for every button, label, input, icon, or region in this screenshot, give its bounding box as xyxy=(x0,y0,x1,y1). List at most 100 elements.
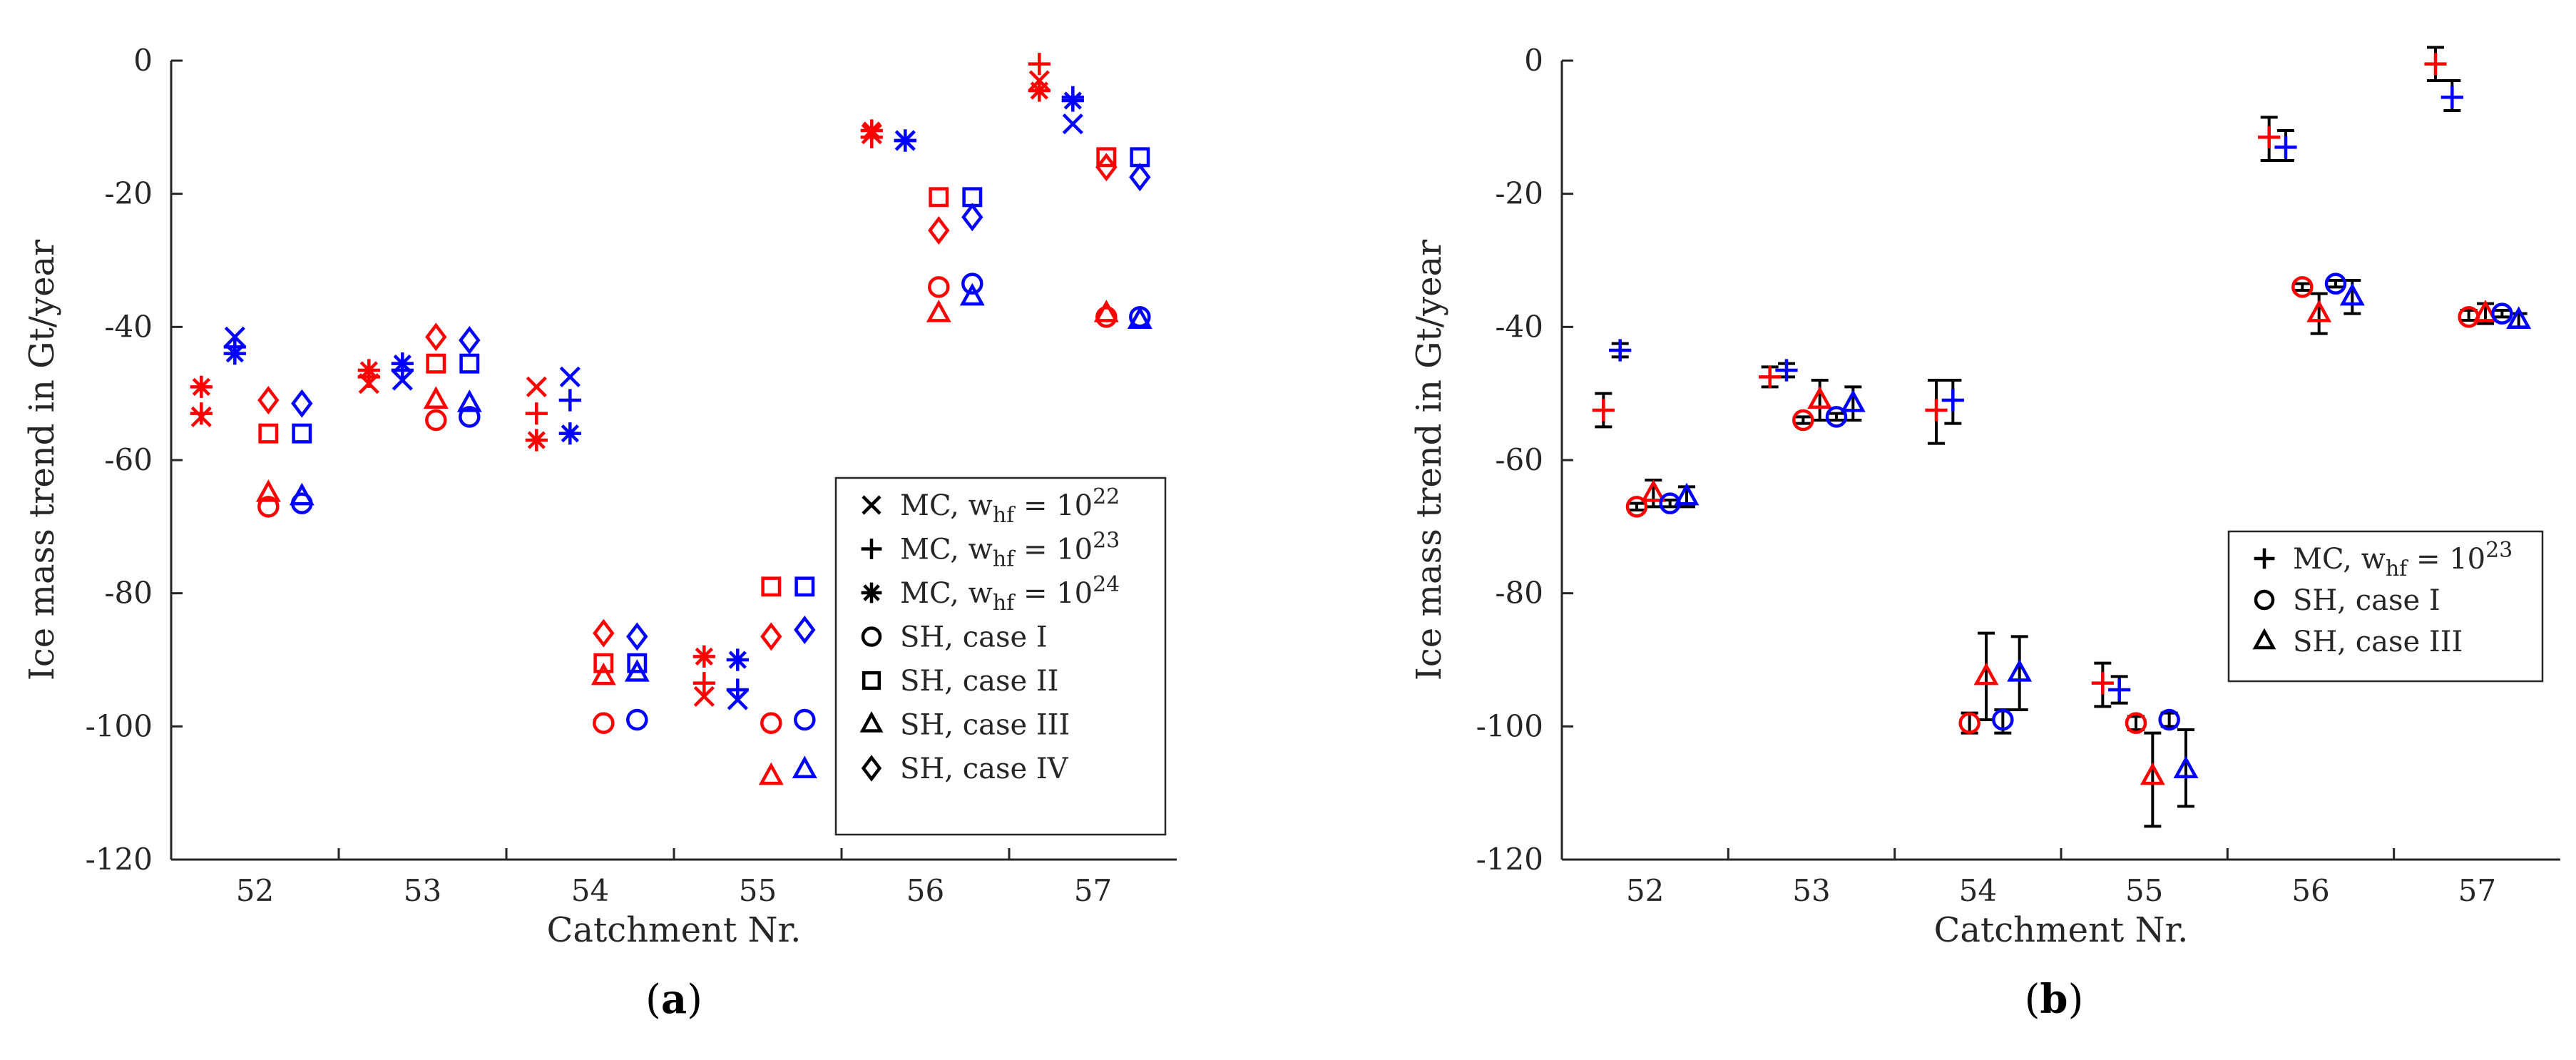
legend-box xyxy=(2227,530,2544,683)
data-point-triangle-blue xyxy=(959,282,985,306)
panel-caption: (b) xyxy=(2025,976,2084,1023)
legend-marker-plus xyxy=(861,539,882,559)
data-point-star-blue xyxy=(726,648,749,671)
data-point-circle-blue xyxy=(459,406,481,428)
data-point-circle-red xyxy=(425,409,447,432)
x-tick-label: 52 xyxy=(236,873,274,908)
data-point-triangle-red xyxy=(926,300,951,322)
caption-close-paren: ) xyxy=(2068,977,2084,1023)
legend-entry-label: SH, case III xyxy=(2293,626,2463,658)
data-point-triangle-blue xyxy=(2173,755,2199,778)
data-point-circle-red xyxy=(2125,712,2147,734)
error-bar xyxy=(2127,715,2145,731)
legend-label-text: SH, case I xyxy=(2293,584,2440,617)
y-tick-label: -100 xyxy=(86,708,153,743)
legend-box xyxy=(834,477,1167,836)
data-point-diamond-red xyxy=(425,322,447,352)
y-tick-label: -60 xyxy=(104,442,153,477)
legend-marker-triangle xyxy=(859,711,884,733)
data-point-square-blue xyxy=(292,423,312,444)
x-tick-label: 53 xyxy=(1792,873,1830,908)
data-point-plus-red xyxy=(1028,53,1051,76)
legend-subscript: hf xyxy=(993,503,1016,528)
legend-marker-triangle xyxy=(2252,628,2276,650)
legend-marker-star xyxy=(861,582,882,603)
data-point-triangle-red xyxy=(1640,479,1666,502)
legend-entry-label: SH, case I xyxy=(2293,584,2440,617)
data-point-triangle-red xyxy=(2140,762,2165,785)
legend-equals-text: = 10 xyxy=(1014,534,1093,566)
caption-close-paren: ) xyxy=(687,977,702,1023)
data-point-triangle-blue xyxy=(2339,282,2365,306)
data-point-square-blue xyxy=(794,576,815,597)
data-point-star-blue xyxy=(391,352,414,375)
x-tick-label: 54 xyxy=(571,873,609,908)
legend-subscript: hf xyxy=(2386,556,2408,581)
data-point-diamond-blue xyxy=(626,622,648,651)
y-tick-label: -120 xyxy=(1476,842,1543,877)
data-point-diamond-red xyxy=(257,386,280,414)
x-tick-label: 55 xyxy=(2125,873,2163,908)
data-point-star-red xyxy=(525,429,548,452)
data-point-circle-blue xyxy=(2158,708,2180,731)
legend-superscript: 22 xyxy=(1093,484,1120,509)
data-point-plus-red xyxy=(1592,399,1615,422)
data-point-triangle-blue xyxy=(456,389,482,412)
data-point-plus-blue xyxy=(1941,389,1964,412)
x-tick-label: 57 xyxy=(1074,873,1112,908)
error-bar xyxy=(1828,412,1845,422)
data-point-square-blue xyxy=(459,353,480,374)
data-point-star-blue xyxy=(223,342,246,365)
data-point-plus-blue xyxy=(726,678,749,701)
x-tick-label: 54 xyxy=(1959,873,1997,908)
data-point-diamond-blue xyxy=(459,326,481,355)
data-point-plus-blue xyxy=(2274,136,2297,158)
legend-marker-plus xyxy=(2254,548,2275,569)
legend-entry-label: SH, case II xyxy=(900,665,1058,698)
y-tick-label: -40 xyxy=(104,309,153,344)
y-tick-label: -80 xyxy=(104,576,153,611)
data-point-star-red xyxy=(190,375,213,398)
error-bar xyxy=(1794,415,1812,425)
data-point-circle-blue xyxy=(961,272,983,295)
error-bar xyxy=(2493,309,2511,319)
data-point-triangle-blue xyxy=(1674,482,1700,506)
legend-superscript: 23 xyxy=(1093,529,1120,554)
x-tick-label: 57 xyxy=(2458,873,2496,908)
data-point-plus-red xyxy=(525,402,548,425)
data-point-plus-blue xyxy=(558,389,581,412)
error-bar xyxy=(2010,635,2028,711)
data-point-circle-blue xyxy=(1825,406,1848,428)
data-point-triangle-blue xyxy=(1127,306,1152,329)
legend-entry-label: MC, whf = 1024 xyxy=(900,572,1120,616)
legend-equals-text: = 10 xyxy=(1014,577,1093,610)
data-point-triangle-blue xyxy=(624,659,650,682)
legend-entry-label: MC, whf = 1023 xyxy=(900,529,1120,572)
x-axis-label: Catchment Nr. xyxy=(547,910,802,950)
y-tick-label: 0 xyxy=(133,43,153,78)
data-point-diamond-red xyxy=(593,618,615,648)
data-point-circle-red xyxy=(1625,496,1648,518)
data-point-diamond-blue xyxy=(961,203,983,232)
data-point-triangle-red xyxy=(255,479,281,502)
data-point-circle-red xyxy=(593,712,615,734)
data-point-plus-red xyxy=(692,672,715,695)
y-tick-label: 0 xyxy=(1524,43,1543,78)
data-point-triangle-red xyxy=(758,762,784,785)
legend-label-text: SH, case III xyxy=(900,709,1070,742)
data-point-square-red xyxy=(593,653,614,673)
data-point-star-blue xyxy=(894,129,916,152)
data-point-circle-blue xyxy=(2324,272,2347,295)
data-point-plus-red xyxy=(2091,672,2114,695)
chart-panel-b: 0 -20 -40 -60 -80 -100 -120 52 53 54 55 56 57 Catchme… xyxy=(1409,43,2560,1023)
legend-marker-circle xyxy=(861,626,882,647)
legend-marker-diamond xyxy=(861,755,882,782)
data-point-triangle-red xyxy=(2306,300,2332,322)
data-point-x-red xyxy=(526,376,547,397)
data-point-triangle-red xyxy=(591,662,616,686)
error-bar xyxy=(2327,279,2344,289)
caption-open-paren: ( xyxy=(2025,977,2040,1023)
x-axis-label: Catchment Nr. xyxy=(1934,910,2189,950)
legend-entry-label: MC, whf = 1023 xyxy=(2293,538,2513,581)
error-bar xyxy=(2160,711,2178,728)
